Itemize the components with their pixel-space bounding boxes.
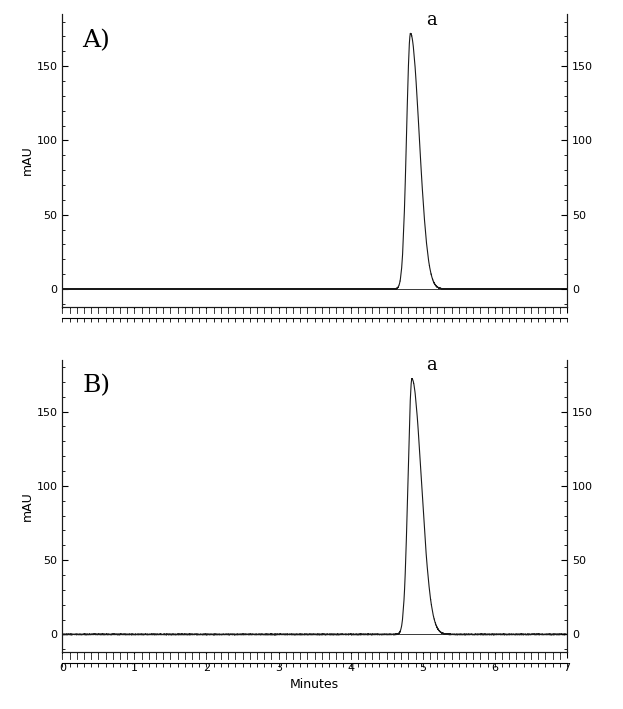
- Text: A): A): [82, 29, 110, 52]
- Text: a: a: [426, 357, 437, 374]
- Text: a: a: [426, 11, 437, 29]
- X-axis label: Minutes: Minutes: [290, 679, 339, 691]
- Y-axis label: mAU: mAU: [21, 491, 34, 521]
- Y-axis label: mAU: mAU: [21, 145, 34, 175]
- Text: B): B): [82, 374, 111, 397]
